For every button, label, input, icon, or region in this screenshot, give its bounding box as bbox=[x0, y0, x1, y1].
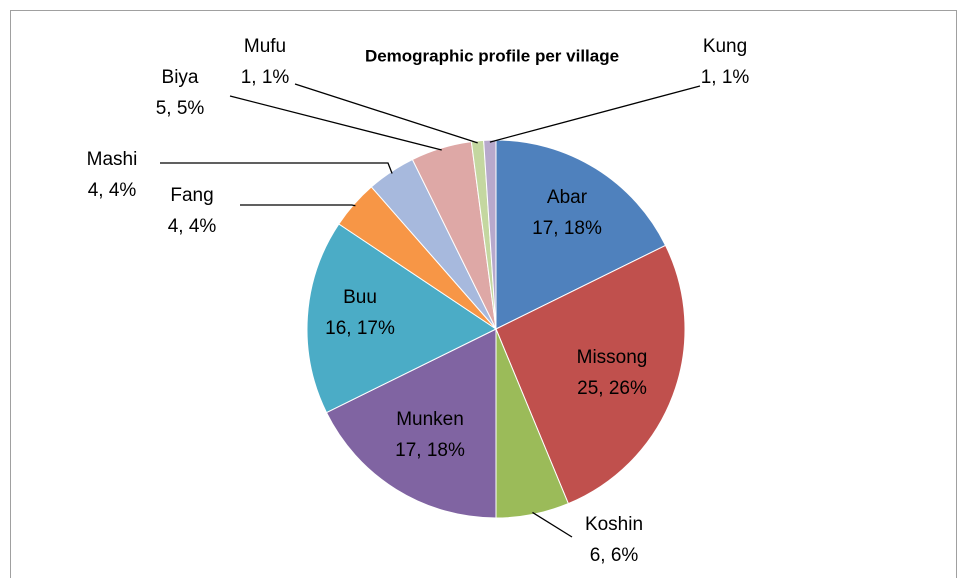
slice-label: Munken bbox=[396, 409, 464, 430]
pie-slice bbox=[306, 223, 497, 414]
slice-label: Koshin bbox=[585, 514, 643, 535]
leader-line bbox=[229, 95, 442, 151]
slice-label: Missong bbox=[577, 347, 648, 368]
pie-slice bbox=[495, 244, 686, 505]
slice-label: Abar bbox=[547, 187, 588, 208]
slice-value-label: 16, 17% bbox=[325, 318, 395, 339]
slice-value-label: 1, 1% bbox=[701, 67, 750, 88]
chart-title: Demographic profile per village bbox=[365, 46, 619, 65]
slice-label: Mashi bbox=[87, 149, 138, 170]
slice-value-label: 4, 4% bbox=[88, 180, 137, 201]
slice-value-label: 5, 5% bbox=[156, 98, 205, 119]
pie-slice bbox=[325, 328, 497, 519]
slice-value-label: 1, 1% bbox=[241, 67, 290, 88]
slice-value-label: 25, 26% bbox=[577, 378, 647, 399]
slice-label: Buu bbox=[343, 287, 377, 308]
slice-value-label: 17, 18% bbox=[395, 440, 465, 461]
leader-line bbox=[240, 204, 356, 207]
slice-label: Fang bbox=[170, 185, 213, 206]
leader-line bbox=[489, 85, 701, 143]
slice-label: Mufu bbox=[244, 36, 286, 57]
slice-value-label: 17, 18% bbox=[532, 218, 602, 239]
slice-value-label: 6, 6% bbox=[590, 545, 639, 566]
slice-value-label: 4, 4% bbox=[168, 216, 217, 237]
leader-line bbox=[294, 83, 478, 144]
slice-label: Kung bbox=[703, 36, 747, 57]
leader-line bbox=[532, 511, 573, 538]
slice-label: Biya bbox=[162, 67, 199, 88]
leader-line bbox=[160, 162, 393, 174]
pie-slice bbox=[495, 139, 667, 330]
